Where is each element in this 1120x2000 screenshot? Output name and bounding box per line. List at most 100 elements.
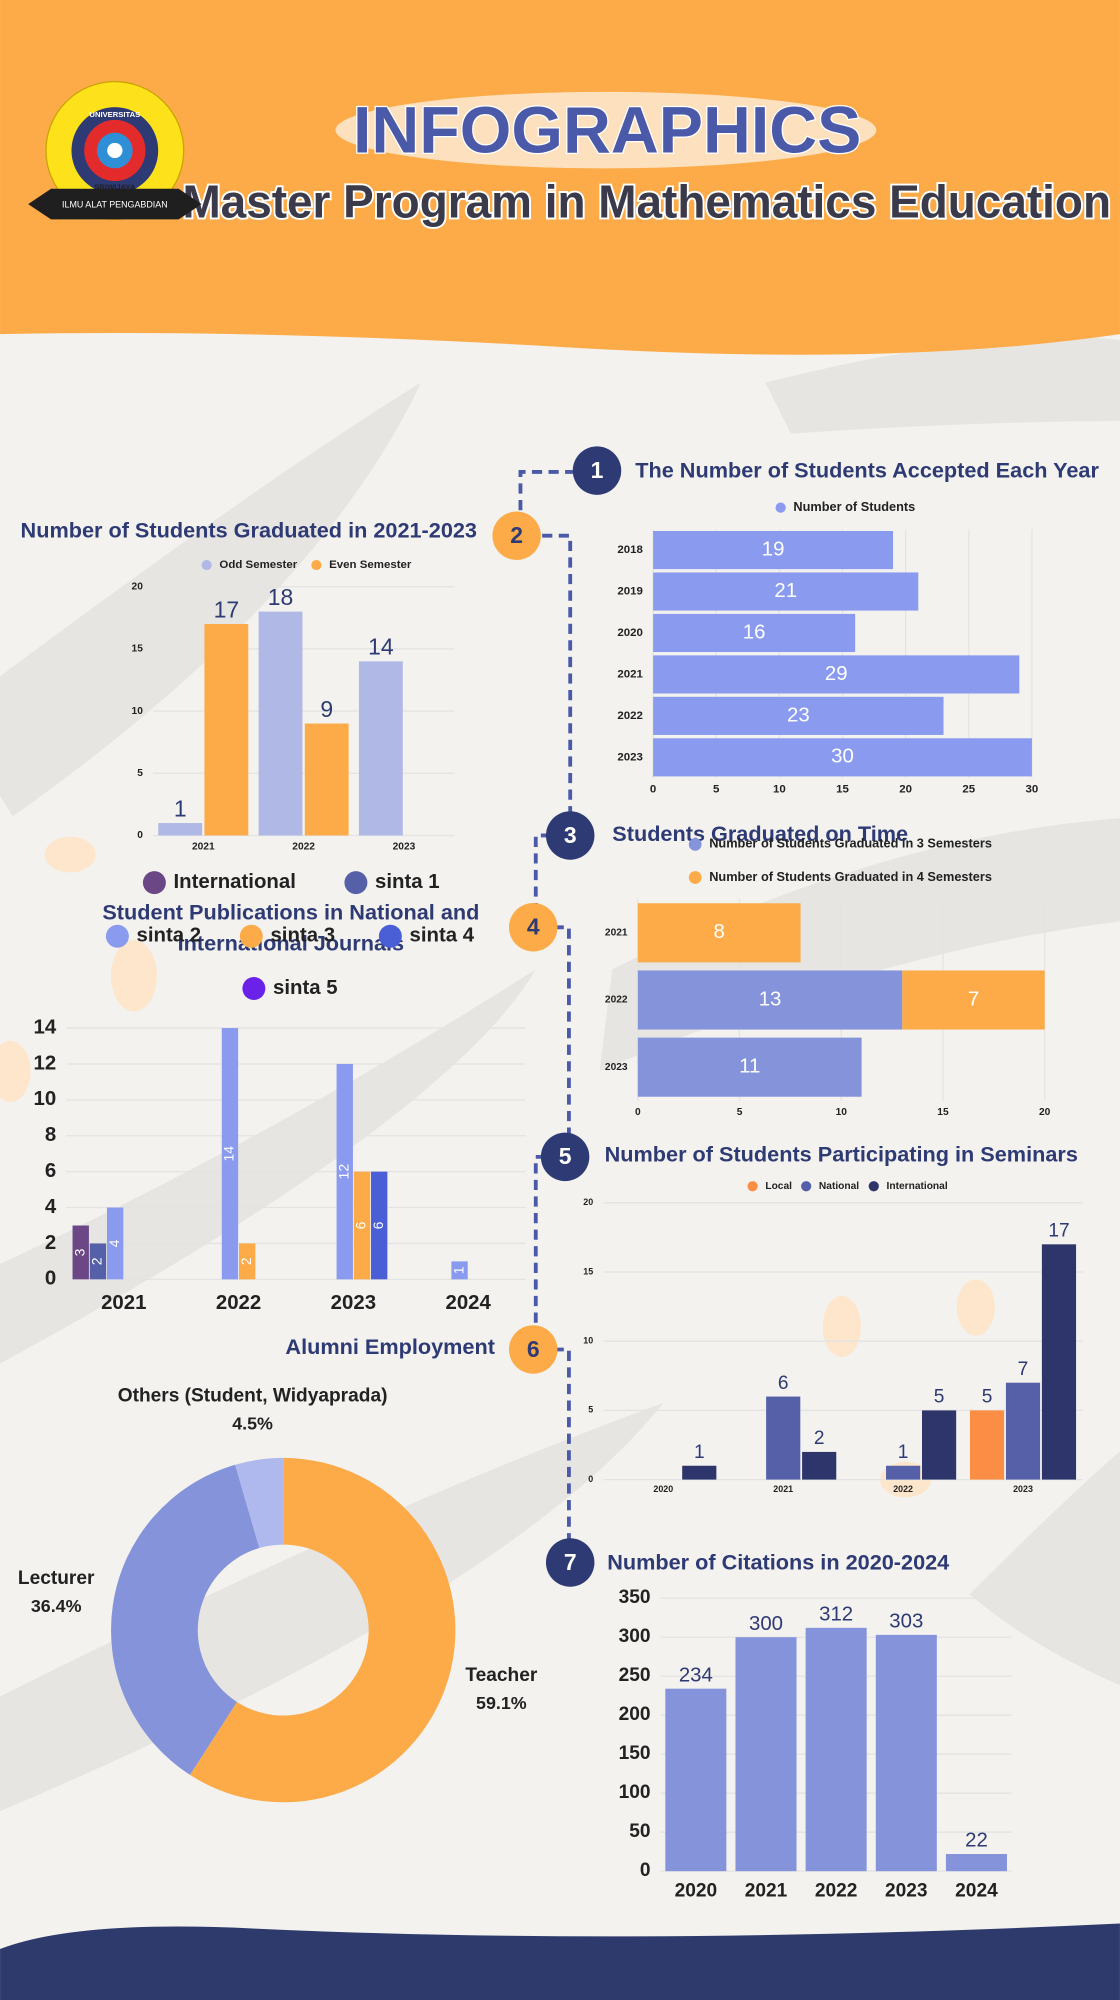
bar [875,1634,937,1872]
tick-label: 10 [583,1336,593,1346]
legend-label: Number of Students Graduated in 4 Semest… [709,869,992,884]
tick-label: 200 [619,1704,651,1725]
data-label: 8 [714,921,725,943]
slice-value: 4.5% [232,1413,273,1433]
category-label: 2022 [216,1292,261,1314]
legend-swatch [747,1181,758,1192]
charts: The Number of Students Accepted Each Yea… [18,458,1100,1902]
category-label: 2021 [605,928,628,939]
bar [653,530,894,570]
legend-label: Local [765,1181,792,1192]
tick-label: 5 [713,784,720,796]
legend-swatch [378,924,402,948]
tick-label: 20 [583,1197,593,1207]
tick-label: 5 [737,1107,743,1118]
tick-label: 20 [1039,1107,1051,1118]
category-label: 2021 [617,668,643,680]
category-label: 2022 [617,710,643,722]
category-label: 2021 [773,1484,793,1494]
bar [653,655,1020,694]
donut-slice [235,1457,284,1549]
bar [258,611,303,836]
category-label: 2022 [815,1881,858,1902]
step-number: 5 [559,1143,572,1169]
data-label: 30 [831,746,854,768]
category-label: 2023 [605,1062,628,1073]
logo-text: SRIWIJAYA [94,183,136,192]
logo-motto: ILMU ALAT PENGABDIAN [62,200,168,210]
slice-value: 59.1% [476,1693,527,1713]
logo: UNIVERSITAS SRIWIJAYA ILMU ALAT PENGABDI… [28,80,202,221]
slice-name: Teacher [465,1665,537,1686]
tick-label: 10 [773,784,786,796]
legend-swatch [311,559,322,571]
legend-label: International [174,871,296,893]
step-badge [492,511,541,560]
data-label: 6 [353,1221,369,1229]
donut-slice [190,1457,456,1803]
data-label: 17 [1048,1221,1069,1242]
tick-label: 6 [45,1160,56,1182]
chart-title: Student Publications in National and Int… [102,900,480,956]
category-label: 2019 [617,586,643,598]
data-label: 5 [982,1387,993,1408]
legend-swatch [688,871,702,884]
bar [72,1225,89,1280]
legend-swatch [801,1181,812,1192]
data-label: 1 [450,1266,466,1274]
bar [106,1207,124,1280]
data-label: 1 [694,1442,705,1463]
step-number: 4 [527,914,540,940]
legend-label: International [887,1181,948,1192]
tick-label: 5 [137,768,143,779]
bar [653,696,944,735]
step-badge [545,811,595,860]
legend-swatch [688,838,702,851]
step-number: 3 [564,822,577,848]
data-label: 22 [965,1830,988,1852]
data-label: 6 [370,1221,386,1229]
bar [637,1037,862,1097]
legend-swatch [775,502,786,513]
chart-title: The Number of Students Accepted Each Yea… [635,458,1099,483]
bar [802,1451,837,1480]
data-label: 19 [762,538,785,560]
step-badge [508,903,558,952]
chart-title: Students Graduated on Time [612,821,908,846]
category-label: 2023 [885,1881,928,1902]
bar [353,1171,371,1280]
slice-name: Lecturer [18,1568,95,1589]
bar [637,970,903,1030]
chart-title-box: Student Publications in National and Int… [102,900,480,956]
data-label: 1 [898,1442,909,1463]
step-badge [545,1538,595,1587]
category-label: 2024 [445,1292,491,1314]
step-badge [540,1132,590,1182]
steps: 1 2 3 4 5 6 7 [492,446,622,1587]
bar [766,1396,801,1480]
tick-label: 25 [962,784,975,796]
chart-title: Alumni Employment [285,1334,495,1359]
tick-label: 150 [619,1743,651,1764]
data-label: 14 [221,1146,237,1162]
category-label: 2020 [675,1881,718,1902]
data-label: 29 [825,663,848,685]
tick-label: 10 [33,1088,56,1110]
bar [682,1465,717,1480]
data-label: 18 [268,584,294,610]
bar [665,1688,727,1872]
bar [653,613,856,653]
data-label: 2 [814,1428,825,1449]
legend-label: sinta 3 [270,925,335,947]
category-label: 2023 [393,842,416,853]
donut-slice [111,1464,260,1775]
legend-label: Odd Semester [219,559,297,571]
data-label: 14 [368,634,394,660]
category-label: 2023 [617,751,643,763]
tick-label: 0 [640,1860,651,1881]
tick-label: 10 [836,1107,848,1118]
category-label: 2021 [192,842,215,853]
bar [204,624,249,836]
chart-title: Number of Students Graduated in 2021-202… [21,518,477,543]
